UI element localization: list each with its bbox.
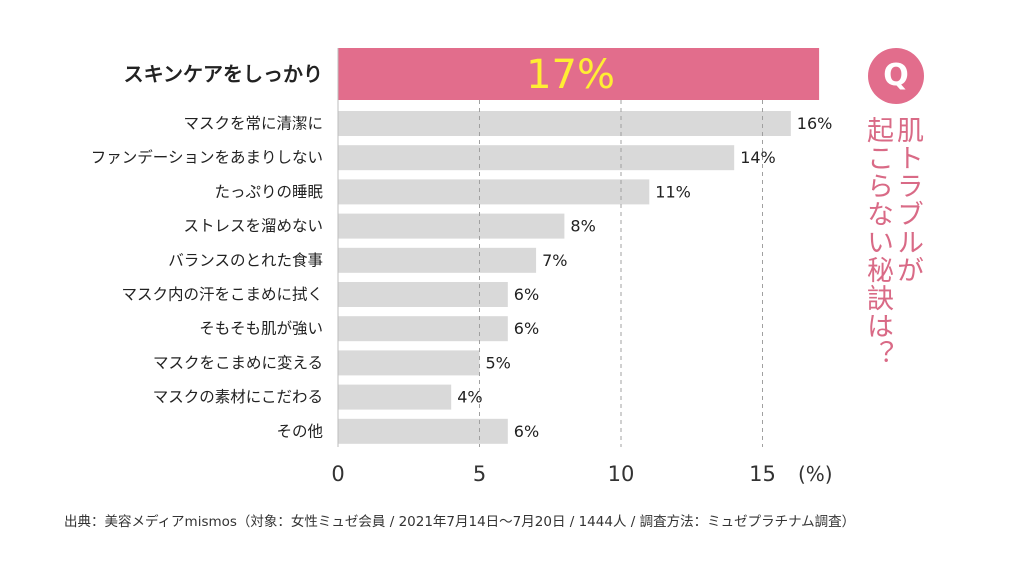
value-label: 6%: [514, 422, 539, 441]
source-note: 出典：美容メディアmismos（対象：女性ミュゼ会員 / 2021年7月14日～…: [64, 514, 856, 530]
category-label: その他: [276, 422, 323, 440]
x-tick-label: 10: [608, 462, 635, 486]
bar: [338, 111, 791, 136]
x-tick-label: 15: [749, 462, 776, 486]
bar: [338, 282, 508, 307]
bar: [338, 384, 452, 410]
bar: [338, 316, 508, 342]
value-label: 16%: [797, 114, 833, 133]
category-label: マスクの素材にこだわる: [153, 388, 323, 406]
category-label: マスクをこまめに変える: [153, 354, 323, 372]
bar-highlight: [338, 48, 820, 100]
value-label: 11%: [655, 182, 691, 201]
category-label: バランスのとれた食事: [168, 251, 323, 269]
category-label-highlight: スキンケアをしっかり: [124, 62, 323, 86]
category-label: そもそも肌が強い: [199, 320, 323, 338]
value-label: 4%: [457, 388, 482, 407]
bar: [338, 213, 565, 239]
bar: [338, 247, 537, 273]
category-label: マスク内の汗をこまめに拭く: [121, 286, 323, 304]
question-text-line-2: 起こらない秘訣は？: [862, 116, 893, 368]
category-label: ストレスを溜めない: [183, 217, 323, 235]
bar: [338, 179, 650, 205]
bar: [338, 145, 735, 171]
value-label-highlight: 17%: [526, 52, 615, 98]
value-label: 6%: [514, 285, 539, 304]
question-text-line-1: 肌トラブルが: [892, 116, 923, 284]
category-label: たっぷりの睡眠: [214, 183, 323, 201]
x-tick-label: 5: [473, 462, 486, 486]
bar: [338, 350, 480, 376]
question-badge: Q: [868, 48, 924, 104]
value-label: 7%: [542, 251, 567, 270]
x-unit-label: (%): [798, 462, 833, 486]
category-label: ファンデーションをあまりしない: [91, 148, 323, 167]
value-label: 8%: [570, 217, 595, 236]
category-label: マスクを常に清潔に: [183, 115, 323, 133]
x-tick-label: 0: [331, 462, 344, 486]
value-label: 14%: [740, 148, 776, 167]
value-label: 5%: [486, 353, 511, 372]
value-label: 6%: [514, 319, 539, 338]
bar: [338, 418, 508, 444]
